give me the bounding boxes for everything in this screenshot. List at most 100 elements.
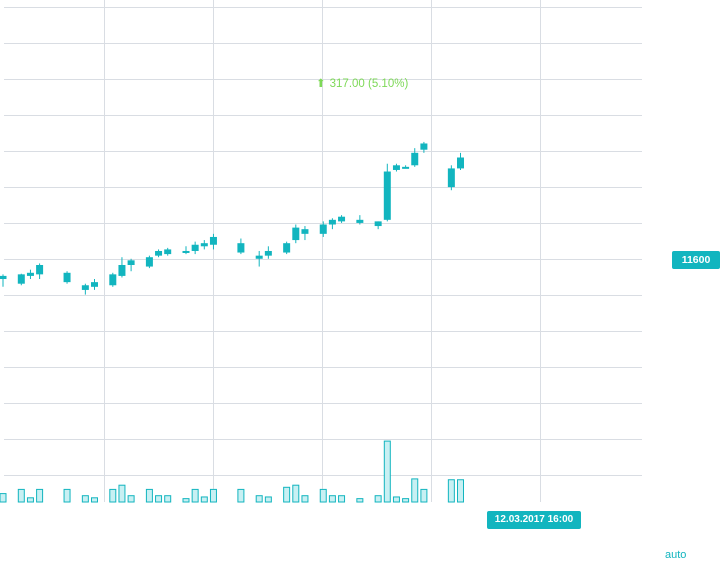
candle xyxy=(26,269,34,280)
volume-bar xyxy=(155,495,163,503)
candle-body xyxy=(164,249,172,255)
candle xyxy=(411,148,419,167)
candle-body xyxy=(63,272,71,283)
volume-bar xyxy=(26,497,34,503)
candle-body xyxy=(402,166,410,169)
candle-body xyxy=(420,143,428,150)
volume-bar xyxy=(283,486,291,503)
candle xyxy=(63,271,71,284)
candle-body xyxy=(26,272,34,276)
candle-body xyxy=(118,265,126,276)
candle xyxy=(17,273,25,286)
candle-body xyxy=(411,152,419,166)
candle-body xyxy=(255,255,263,259)
volume-bar xyxy=(328,495,336,503)
candle xyxy=(402,165,410,169)
candle xyxy=(127,258,135,272)
volume-bar xyxy=(383,440,391,503)
candle-body xyxy=(338,216,346,222)
volume-bar xyxy=(411,478,419,503)
volume-bar xyxy=(374,495,382,503)
volume-bar xyxy=(182,498,190,503)
candle xyxy=(328,218,336,230)
candle xyxy=(200,240,208,250)
volume-bar xyxy=(0,493,7,503)
candle-body xyxy=(457,157,464,169)
candle-body xyxy=(292,227,300,241)
volume-bar xyxy=(264,496,272,503)
candle xyxy=(392,163,400,172)
candle xyxy=(118,257,126,278)
candle xyxy=(420,141,428,153)
volume-bar xyxy=(63,488,71,503)
volume-bar xyxy=(127,495,135,503)
volume-bar xyxy=(292,484,300,503)
candle-body xyxy=(209,236,217,245)
volume-bars xyxy=(0,440,464,503)
candle xyxy=(457,152,464,170)
volume-bar xyxy=(420,488,428,503)
candle xyxy=(191,241,199,255)
candle xyxy=(447,165,455,191)
candle xyxy=(292,224,300,244)
volume-bar xyxy=(36,488,44,503)
candle-body xyxy=(109,274,117,286)
volume-bar xyxy=(81,495,89,503)
candle-body xyxy=(392,165,400,170)
volume-bar xyxy=(191,488,199,503)
candle-body xyxy=(383,171,391,220)
volume-bar xyxy=(200,496,208,503)
candle-body xyxy=(237,243,245,253)
candle-body xyxy=(0,275,7,280)
candle-body xyxy=(356,219,364,223)
candle-body xyxy=(155,250,163,256)
candle-body xyxy=(17,274,25,284)
candle xyxy=(338,215,346,223)
candle xyxy=(91,279,98,290)
candle xyxy=(209,233,217,250)
candle xyxy=(383,163,391,222)
candle xyxy=(301,226,309,241)
candle-body xyxy=(319,224,327,234)
auto-scale-button[interactable]: auto xyxy=(665,549,687,561)
candle xyxy=(283,241,291,255)
crosshair-time-badge: 12.03.2017 16:00 xyxy=(487,511,581,529)
candle-body xyxy=(127,260,135,265)
candle-body xyxy=(301,229,309,234)
volume-bar xyxy=(319,488,327,503)
candle-body xyxy=(447,168,455,188)
candle-body xyxy=(191,244,199,251)
candle xyxy=(164,247,172,256)
candle-body xyxy=(91,282,98,287)
candle xyxy=(36,263,44,280)
volume-bar xyxy=(17,488,25,503)
candle xyxy=(255,250,263,267)
volume-bar xyxy=(109,488,117,503)
candle xyxy=(182,246,190,255)
candle-body xyxy=(36,265,44,275)
candle xyxy=(356,215,364,225)
candle xyxy=(155,249,163,258)
volume-bar xyxy=(164,495,172,503)
price-change-label: ⬆︎ 317.00 (5.10%) xyxy=(316,76,408,90)
candle-body xyxy=(328,219,336,225)
volume-bar xyxy=(447,479,455,503)
volume-bar xyxy=(255,495,263,503)
candle-body xyxy=(182,250,190,253)
chart-grid xyxy=(4,0,642,502)
price-change-text: 317.00 (5.10%) xyxy=(329,78,409,90)
volume-bar xyxy=(301,495,309,503)
volume-bar xyxy=(209,488,217,503)
volume-bar xyxy=(118,484,126,503)
candle-body xyxy=(81,285,89,290)
candle-body xyxy=(200,243,208,247)
volume-bar xyxy=(338,495,346,503)
candle xyxy=(319,221,327,237)
volume-bar xyxy=(402,498,410,503)
candle xyxy=(81,283,89,295)
volume-bar xyxy=(91,497,98,503)
volume-bar xyxy=(145,488,153,503)
volume-bar xyxy=(237,488,245,503)
candle xyxy=(109,272,117,287)
